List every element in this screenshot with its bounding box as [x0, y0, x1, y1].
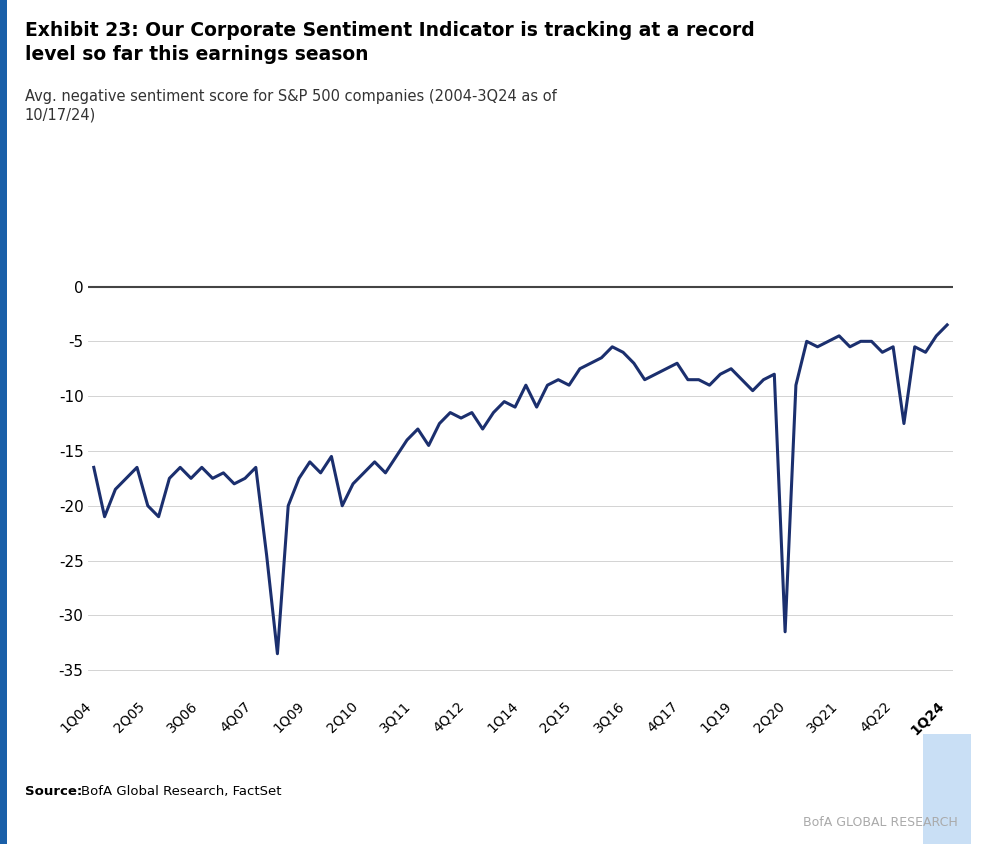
- Text: Avg. negative sentiment score for S&P 500 companies (2004-3Q24 as of
10/17/24): Avg. negative sentiment score for S&P 50…: [25, 89, 556, 122]
- Text: BofA GLOBAL RESEARCH: BofA GLOBAL RESEARCH: [802, 816, 957, 829]
- Text: Exhibit 23: Our Corporate Sentiment Indicator is tracking at a record
level so f: Exhibit 23: Our Corporate Sentiment Indi…: [25, 21, 754, 63]
- Text: BofA Global Research, FactSet: BofA Global Research, FactSet: [81, 785, 281, 798]
- Bar: [923, 734, 971, 844]
- Text: Source:: Source:: [25, 785, 82, 798]
